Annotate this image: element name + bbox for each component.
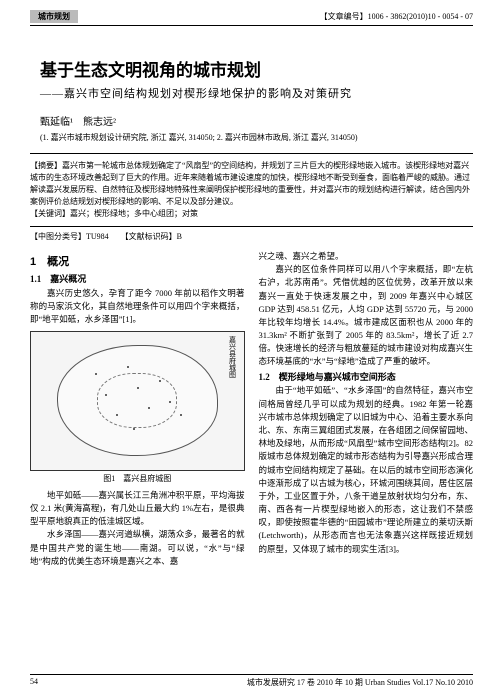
title-block: 基于生态文明视角的城市规划 ——嘉兴市空间结构规划对楔形绿地保护的影响及对策研究 <box>40 56 463 101</box>
body-columns: 1 概况 1.1 嘉兴概况 嘉兴历史悠久，孕育了距今 7000 年前以稻作文明著… <box>30 250 473 568</box>
affiliation: (1. 嘉兴市城市规划设计研究院, 浙江 嘉兴, 314050; 2. 嘉兴市园… <box>40 132 463 143</box>
abstract-block: 【摘要】嘉兴市第一轮城市总体规划确定了“风扇型”的空间结构，并规划了三片巨大的楔… <box>30 153 473 227</box>
section-1-2-heading: 1.2 楔形绿地与嘉兴城市空间形态 <box>259 371 474 385</box>
journal-footer: 城市发展研究 17 卷 2010 年 10 期 Urban Studies Vo… <box>247 677 473 688</box>
map-detail-dots <box>31 332 244 470</box>
paragraph: 地平如砥——嘉兴属长江三角洲冲积平原，平均海拔仅 2.1 米(黄海高程)，有几处… <box>30 489 245 529</box>
paragraph: 水乡泽国——嘉兴河道纵横，湖荡众多，最著名的就是中国共产党的诞生地——南湖。可以… <box>30 528 245 568</box>
section-1-1-heading: 1.1 嘉兴概况 <box>30 273 245 287</box>
figure-1-caption: 图1 嘉兴县府城图 <box>30 473 245 485</box>
page-number: 54 <box>30 677 38 688</box>
authors: 甄延临¹ 熊志远² <box>40 113 463 128</box>
classifier-row: 【中图分类号】TU984 【文献标识码】B <box>30 231 473 242</box>
figure-1: 嘉兴县府城图 图1 嘉兴县府城图 <box>30 331 245 485</box>
section-1-heading: 1 概况 <box>30 254 245 271</box>
section-tab: 城市规划 <box>30 10 78 23</box>
paragraph: 由于“地平如砥”、“水乡泽国”的自然特征，嘉兴市空间格局曾经几乎可以成为规划的经… <box>259 384 474 555</box>
paragraph-continuation: 兴之魂、嘉兴之希望。 <box>259 250 474 263</box>
paragraph: 嘉兴的区位条件同样可以用八个字来概括，即“左杭右沪，北苏南甬”。凭借优越的区位优… <box>259 263 474 368</box>
figure-1-image: 嘉兴县府城图 <box>30 331 245 471</box>
article-code: 【文章编号】1006 - 3862(2010)10 - 0054 - 07 <box>320 11 473 22</box>
subtitle: ——嘉兴市空间结构规划对楔形绿地保护的影响及对策研究 <box>40 85 463 101</box>
journal-header: 城市规划 【文章编号】1006 - 3862(2010)10 - 0054 - … <box>30 8 473 26</box>
paragraph: 嘉兴历史悠久，孕育了距今 7000 年前以稻作文明著称的马家浜文化，其自然地理条… <box>30 287 245 327</box>
main-title: 基于生态文明视角的城市规划 <box>40 56 463 81</box>
keywords: 【关键词】嘉兴；楔形绿地；多中心组团；对策 <box>30 209 198 218</box>
abstract-text: 【摘要】嘉兴市第一轮城市总体规划确定了“风扇型”的空间结构，并规划了三片巨大的楔… <box>30 161 470 206</box>
